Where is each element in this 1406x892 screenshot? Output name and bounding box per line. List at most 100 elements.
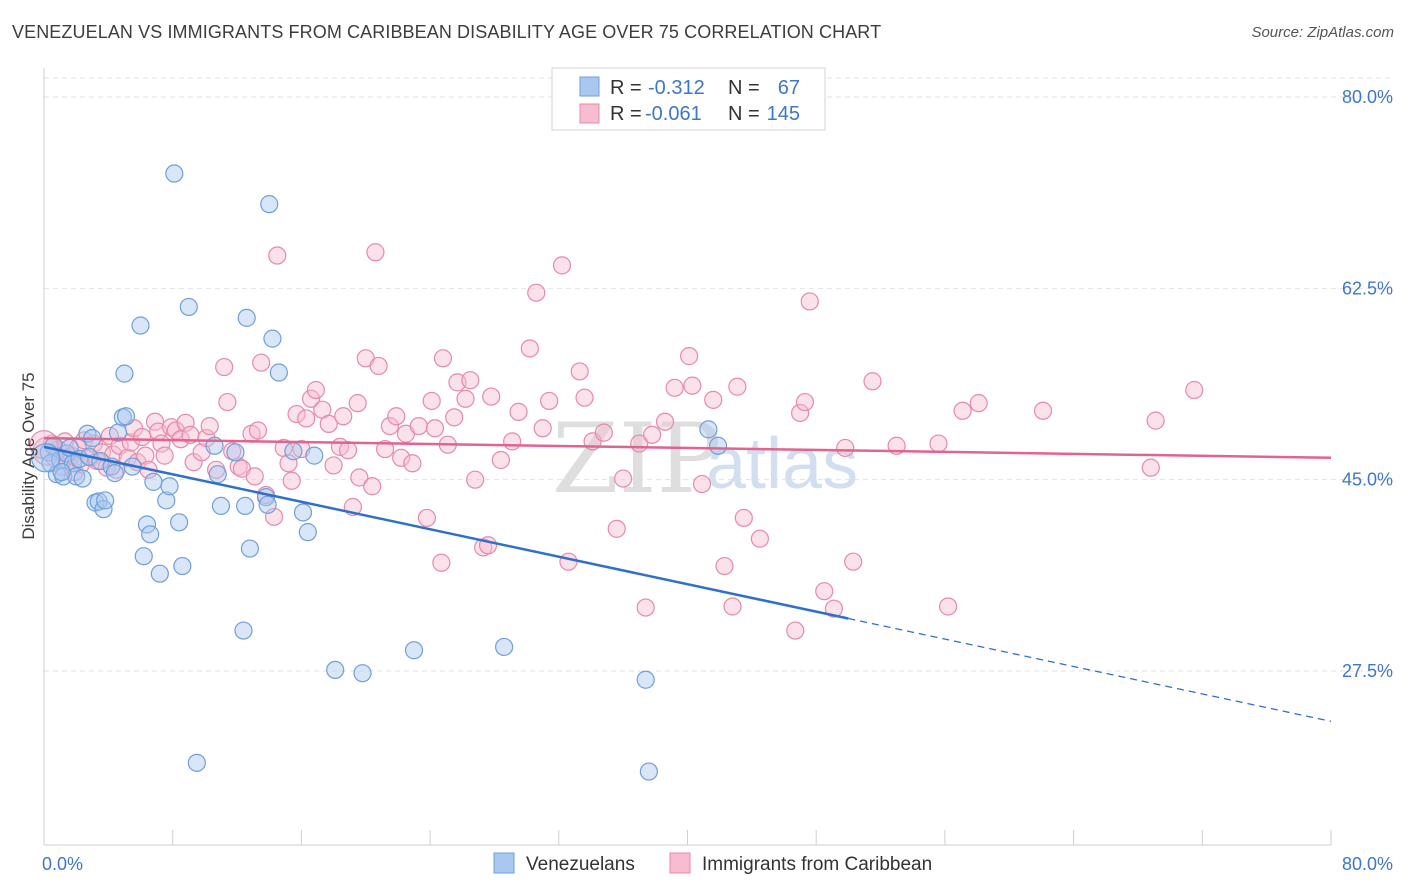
caribbean-point [844, 552, 863, 571]
caribbean-point [218, 392, 237, 412]
caribbean-point [683, 376, 702, 395]
venezuelans-point [226, 443, 245, 462]
caribbean-point [348, 394, 367, 413]
y-tick-label: 62.5% [1342, 278, 1393, 298]
caribbean-point [1146, 411, 1165, 430]
venezuelans-point [73, 469, 92, 488]
caribbean-point [456, 389, 475, 408]
venezuelans-point [639, 762, 658, 781]
venezuelans-point [293, 503, 313, 522]
caribbean-point [145, 412, 165, 431]
caribbean-point [540, 391, 559, 411]
caribbean-point [723, 597, 742, 616]
caribbean-point [133, 427, 152, 447]
legend-swatch-caribbean [579, 103, 600, 124]
y-axis-title: Disability Age Over 75 [19, 372, 38, 539]
venezuelans-point [269, 363, 288, 382]
caribbean-point [248, 421, 268, 440]
caribbean-point [432, 553, 451, 572]
caribbean-point [155, 446, 174, 465]
caribbean-point [533, 419, 552, 438]
caribbean-point [215, 357, 234, 377]
caribbean-point [1185, 380, 1204, 400]
x-tick-label-max: 80.0% [1342, 854, 1393, 874]
caribbean-point [380, 416, 399, 436]
y-tick-label: 45.0% [1342, 470, 1393, 490]
caribbean-point [279, 454, 298, 473]
axes [43, 68, 1332, 846]
venezuelans-point [235, 496, 255, 516]
venezuelans-point [404, 641, 424, 660]
venezuelans-point [115, 364, 134, 383]
caribbean-point [509, 402, 528, 421]
venezuelans-point [170, 513, 189, 532]
caribbean-point [750, 529, 769, 548]
caribbean-point [287, 404, 306, 424]
caribbean-point [552, 256, 572, 275]
venezuelans-point [157, 491, 176, 510]
caribbean-point [403, 454, 422, 473]
venezuelans-point [134, 547, 153, 566]
caribbean-point [704, 390, 723, 409]
caribbean-point [387, 407, 406, 426]
caribbean-point [433, 349, 453, 368]
venezuelans-point [699, 420, 718, 439]
caribbean-point [824, 599, 843, 618]
caribbean-point [366, 243, 385, 262]
venezuelans-point [326, 660, 345, 680]
caribbean-point [425, 419, 445, 438]
caribbean-point [655, 412, 675, 431]
caribbean-point [1033, 401, 1053, 420]
venezuelans-point [234, 621, 253, 640]
top-legend: R = -0.312 N = 67 R = -0.061 N = 145 [551, 67, 826, 131]
legend-n-label-2: N = [728, 103, 765, 125]
series-venezuelans-points [31, 164, 728, 781]
watermark-zip: ZIP [552, 403, 721, 515]
venezuelans-trend-line [43, 445, 849, 620]
legend-swatch-venezuelans [579, 76, 600, 97]
caribbean-point [815, 582, 834, 601]
legend-n-value-1: 67 [778, 77, 800, 99]
caribbean-point [482, 387, 501, 406]
venezuelans-point [187, 753, 206, 772]
venezuelans-point [636, 670, 655, 689]
caribbean-point [665, 378, 684, 397]
venezuelans-point [105, 464, 124, 483]
caribbean-point [863, 372, 882, 391]
venezuelans-point [305, 446, 324, 465]
caribbean-point [527, 283, 546, 302]
caribbean-point [466, 470, 485, 489]
venezuelans-point [31, 443, 61, 473]
caribbean-point [636, 598, 655, 617]
venezuelans-point [131, 316, 150, 335]
caribbean-point [503, 432, 522, 451]
venezuelans-point [495, 637, 514, 657]
caribbean-point [715, 556, 734, 576]
caribbean-point [692, 474, 712, 494]
caribbean-point [392, 448, 411, 467]
legend-r-label-1: R = [610, 77, 647, 99]
gridlines [44, 77, 1394, 672]
caribbean-point [594, 423, 613, 442]
venezuelans-point [240, 539, 260, 558]
caribbean-point [491, 450, 510, 470]
bottom-legend: Venezuelans Immigrants from Caribbean [493, 852, 932, 875]
caribbean-point [176, 413, 195, 432]
venezuelans-point [258, 495, 277, 514]
chart-title: VENEZUELAN VS IMMIGRANTS FROM CARIBBEAN … [12, 22, 882, 42]
venezuelans-point [298, 523, 317, 542]
caribbean-point [728, 377, 747, 396]
venezuelans-point [208, 465, 227, 484]
bottom-legend-label-venezuelans: Venezuelans [526, 854, 635, 875]
legend-r-label-2: R = [610, 103, 647, 125]
venezuelans-point [137, 515, 157, 534]
caribbean-point [375, 439, 395, 459]
legend-r-value-2: -0.061 [645, 103, 702, 125]
caribbean-point [800, 292, 819, 311]
caribbean-point [786, 621, 805, 640]
venezuelans-point [708, 436, 728, 455]
legend-n-value-2: 145 [767, 103, 800, 125]
venezuelans-point [52, 462, 71, 482]
bottom-legend-swatch-caribbean [669, 852, 691, 874]
